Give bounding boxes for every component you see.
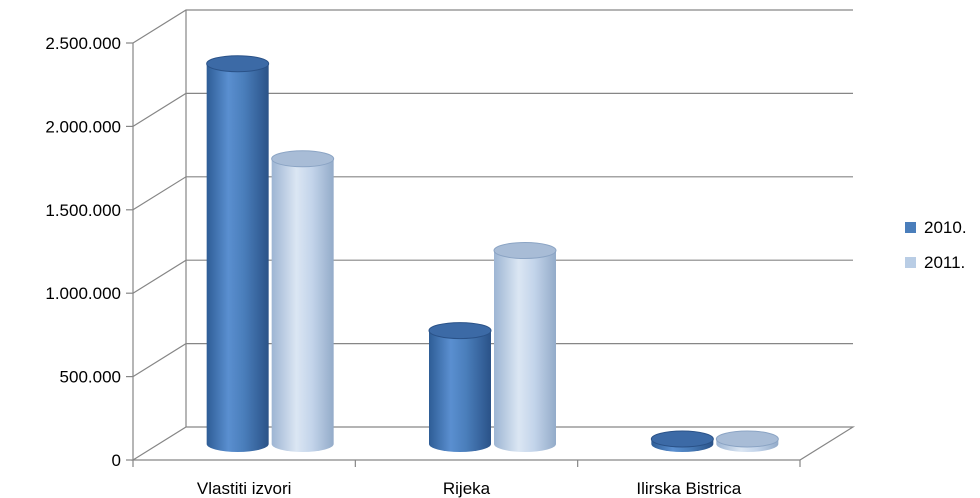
- bar-top: [715, 430, 779, 448]
- bar-top: [271, 150, 335, 168]
- bars: [206, 55, 779, 452]
- legend-swatch: [905, 222, 916, 233]
- bar-body: [429, 330, 491, 452]
- category-label: Ilirska Bistrica: [636, 479, 741, 498]
- category-label: Vlastiti izvori: [197, 479, 291, 498]
- bar-body: [271, 158, 334, 452]
- y-tick-label: 2.000.000: [45, 117, 121, 136]
- bar: [650, 430, 714, 452]
- bar-top: [650, 430, 714, 448]
- bar-top: [206, 55, 270, 73]
- legend-swatch: [905, 257, 916, 268]
- legend-label: 2010.: [924, 218, 967, 237]
- y-tick-label: 1.500.000: [45, 201, 121, 220]
- bar-body: [206, 63, 269, 452]
- legend: 2010. 2011.: [905, 218, 967, 272]
- bar-body: [494, 250, 556, 452]
- y-tick-label: 1.000.000: [45, 284, 121, 303]
- bar: [206, 55, 270, 452]
- bar: [271, 150, 335, 452]
- y-axis-tick-labels: 0 500.000 1.000.000 1.500.000 2.000.000 2.500…: [45, 34, 121, 470]
- gridline: [132, 9, 853, 44]
- legend-label: 2011.: [924, 253, 965, 272]
- bar-top: [493, 242, 557, 260]
- bar-top: [428, 322, 492, 340]
- x-axis-category-labels: Vlastiti izvori Rijeka Ilirska Bistrica: [197, 479, 742, 498]
- y-tick-label: 0: [112, 451, 121, 470]
- bar: [493, 242, 557, 452]
- bar: [428, 322, 492, 452]
- y-tick-label: 2.500.000: [45, 34, 121, 53]
- axes: [126, 10, 856, 467]
- bar: [715, 430, 779, 452]
- y-tick-label: 500.000: [60, 368, 121, 387]
- category-label: Rijeka: [443, 479, 491, 498]
